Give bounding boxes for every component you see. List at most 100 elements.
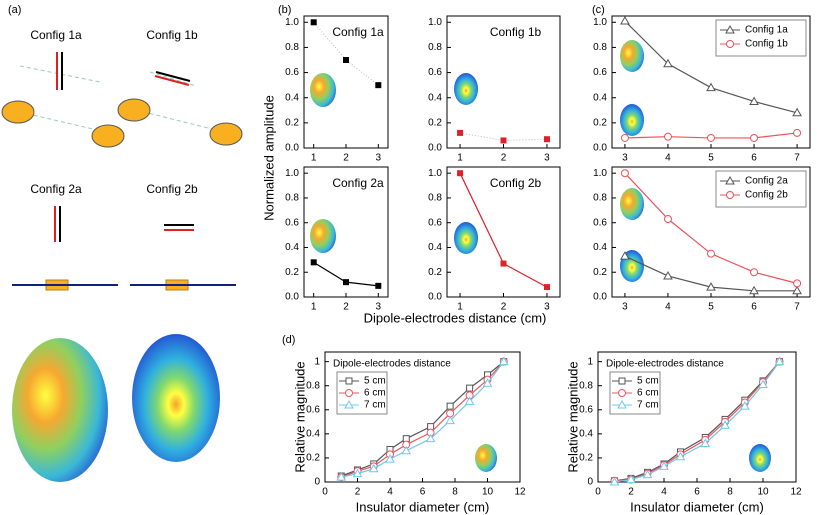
x-tick-label: 3 xyxy=(622,153,628,164)
y-tick-label: 0.2 xyxy=(579,453,593,464)
y-tick-label: 0 xyxy=(587,477,593,488)
x-tick-label: 1 xyxy=(457,153,463,164)
marker xyxy=(446,402,454,410)
marker xyxy=(464,396,475,405)
marker xyxy=(385,454,395,463)
config-diagram xyxy=(1,52,243,482)
marker xyxy=(793,279,802,288)
marker xyxy=(336,472,347,481)
marker xyxy=(445,415,455,425)
x-tick-label: 6 xyxy=(751,153,757,164)
legend-label: 7 cm xyxy=(364,400,386,411)
x-tick-label: 2 xyxy=(628,487,634,498)
legend-label: 6 cm xyxy=(364,388,386,399)
y-tick-label: 0.2 xyxy=(428,117,442,128)
config-label: Config 2b xyxy=(146,182,198,196)
marker xyxy=(626,474,636,484)
y-tick-label: 0.2 xyxy=(593,117,607,128)
marker xyxy=(457,170,464,177)
series-line xyxy=(614,361,780,482)
x-tick-label: 2 xyxy=(501,153,507,164)
marker xyxy=(345,389,353,397)
x-tick-label: 6 xyxy=(694,487,700,498)
marker xyxy=(726,191,734,199)
x-tick-label: 6 xyxy=(420,487,426,498)
marker xyxy=(663,270,673,280)
scalp-inset xyxy=(310,40,771,472)
y-axis-label: Normalized amplitude xyxy=(261,95,276,221)
marker xyxy=(498,356,509,366)
marker xyxy=(726,40,734,48)
chart-title: Config 2a xyxy=(332,176,384,190)
x-tick-label: 7 xyxy=(794,302,800,313)
y-tick-label: 1.0 xyxy=(428,168,442,179)
legend-label: Config 1a xyxy=(745,25,788,36)
marker xyxy=(425,433,436,443)
y-tick-label: 0.4 xyxy=(306,428,320,439)
y-tick-label: 0.6 xyxy=(579,404,593,415)
y-tick-label: 0.8 xyxy=(428,193,442,204)
marker xyxy=(758,379,768,388)
series-line xyxy=(614,361,780,483)
x-tick-label: 4 xyxy=(387,487,393,498)
y-tick-label: 0.6 xyxy=(428,67,442,78)
marker xyxy=(792,285,802,295)
x-tick-label: 2 xyxy=(343,153,349,164)
x-tick-label: 7 xyxy=(794,153,800,164)
marker xyxy=(310,19,317,26)
marker xyxy=(482,378,493,387)
marker xyxy=(343,279,349,286)
y-tick-label: 0.8 xyxy=(306,380,320,391)
marker xyxy=(750,133,759,142)
y-tick-label: 1.0 xyxy=(593,168,607,179)
y-tick-label: 0.6 xyxy=(428,217,442,228)
marker xyxy=(620,133,629,142)
marker xyxy=(707,133,715,142)
x-tick-label: 2 xyxy=(343,302,349,313)
y-tick-label: 0.2 xyxy=(593,267,607,278)
legend-label: 7 cm xyxy=(637,400,659,411)
marker xyxy=(500,260,507,267)
marker xyxy=(617,399,627,409)
x-tick-label: 3 xyxy=(622,302,628,313)
y-tick-label: 0.4 xyxy=(593,92,607,103)
marker xyxy=(466,384,474,392)
y-tick-label: 0.4 xyxy=(285,92,299,103)
y-tick-label: 1.0 xyxy=(285,168,299,179)
y-tick-label: 1.0 xyxy=(428,17,442,28)
x-tick-label: 5 xyxy=(708,153,714,164)
y-tick-label: 0.6 xyxy=(593,217,607,228)
marker xyxy=(750,268,759,277)
legend-box xyxy=(715,19,807,57)
x-tick-label: 4 xyxy=(665,153,671,164)
x-tick-label: 2 xyxy=(501,302,507,313)
legend-label: Config 2b xyxy=(745,190,788,201)
marker xyxy=(749,285,759,295)
panel-label: (b) xyxy=(278,4,291,16)
marker xyxy=(345,377,353,385)
marker xyxy=(620,169,629,178)
marker xyxy=(344,399,354,409)
panel-label: (d) xyxy=(282,334,295,346)
y-tick-label: 0.6 xyxy=(285,217,299,228)
x-tick-label: 12 xyxy=(514,487,526,498)
y-tick-label: 0.6 xyxy=(306,404,320,415)
marker xyxy=(725,24,735,34)
y-tick-label: 0.4 xyxy=(428,242,442,253)
y-tick-label: 0.0 xyxy=(428,292,442,303)
legend-title: Dipole-electrodes distance xyxy=(333,359,451,370)
y-tick-label: 1 xyxy=(314,356,320,367)
y-tick-label: 0.8 xyxy=(593,42,607,53)
y-tick-label: 0.0 xyxy=(285,292,299,303)
y-tick-label: 0.0 xyxy=(285,143,299,154)
marker xyxy=(620,16,630,25)
y-tick-label: 0.8 xyxy=(285,42,299,53)
config-label: Config 1b xyxy=(146,28,198,42)
y-axis-label: Relative magnitude xyxy=(292,361,307,472)
y-tick-label: 0.2 xyxy=(285,117,299,128)
x-tick-label: 1 xyxy=(457,302,463,313)
series-line xyxy=(341,361,505,478)
y-tick-label: 0.4 xyxy=(593,242,607,253)
marker xyxy=(620,251,630,260)
